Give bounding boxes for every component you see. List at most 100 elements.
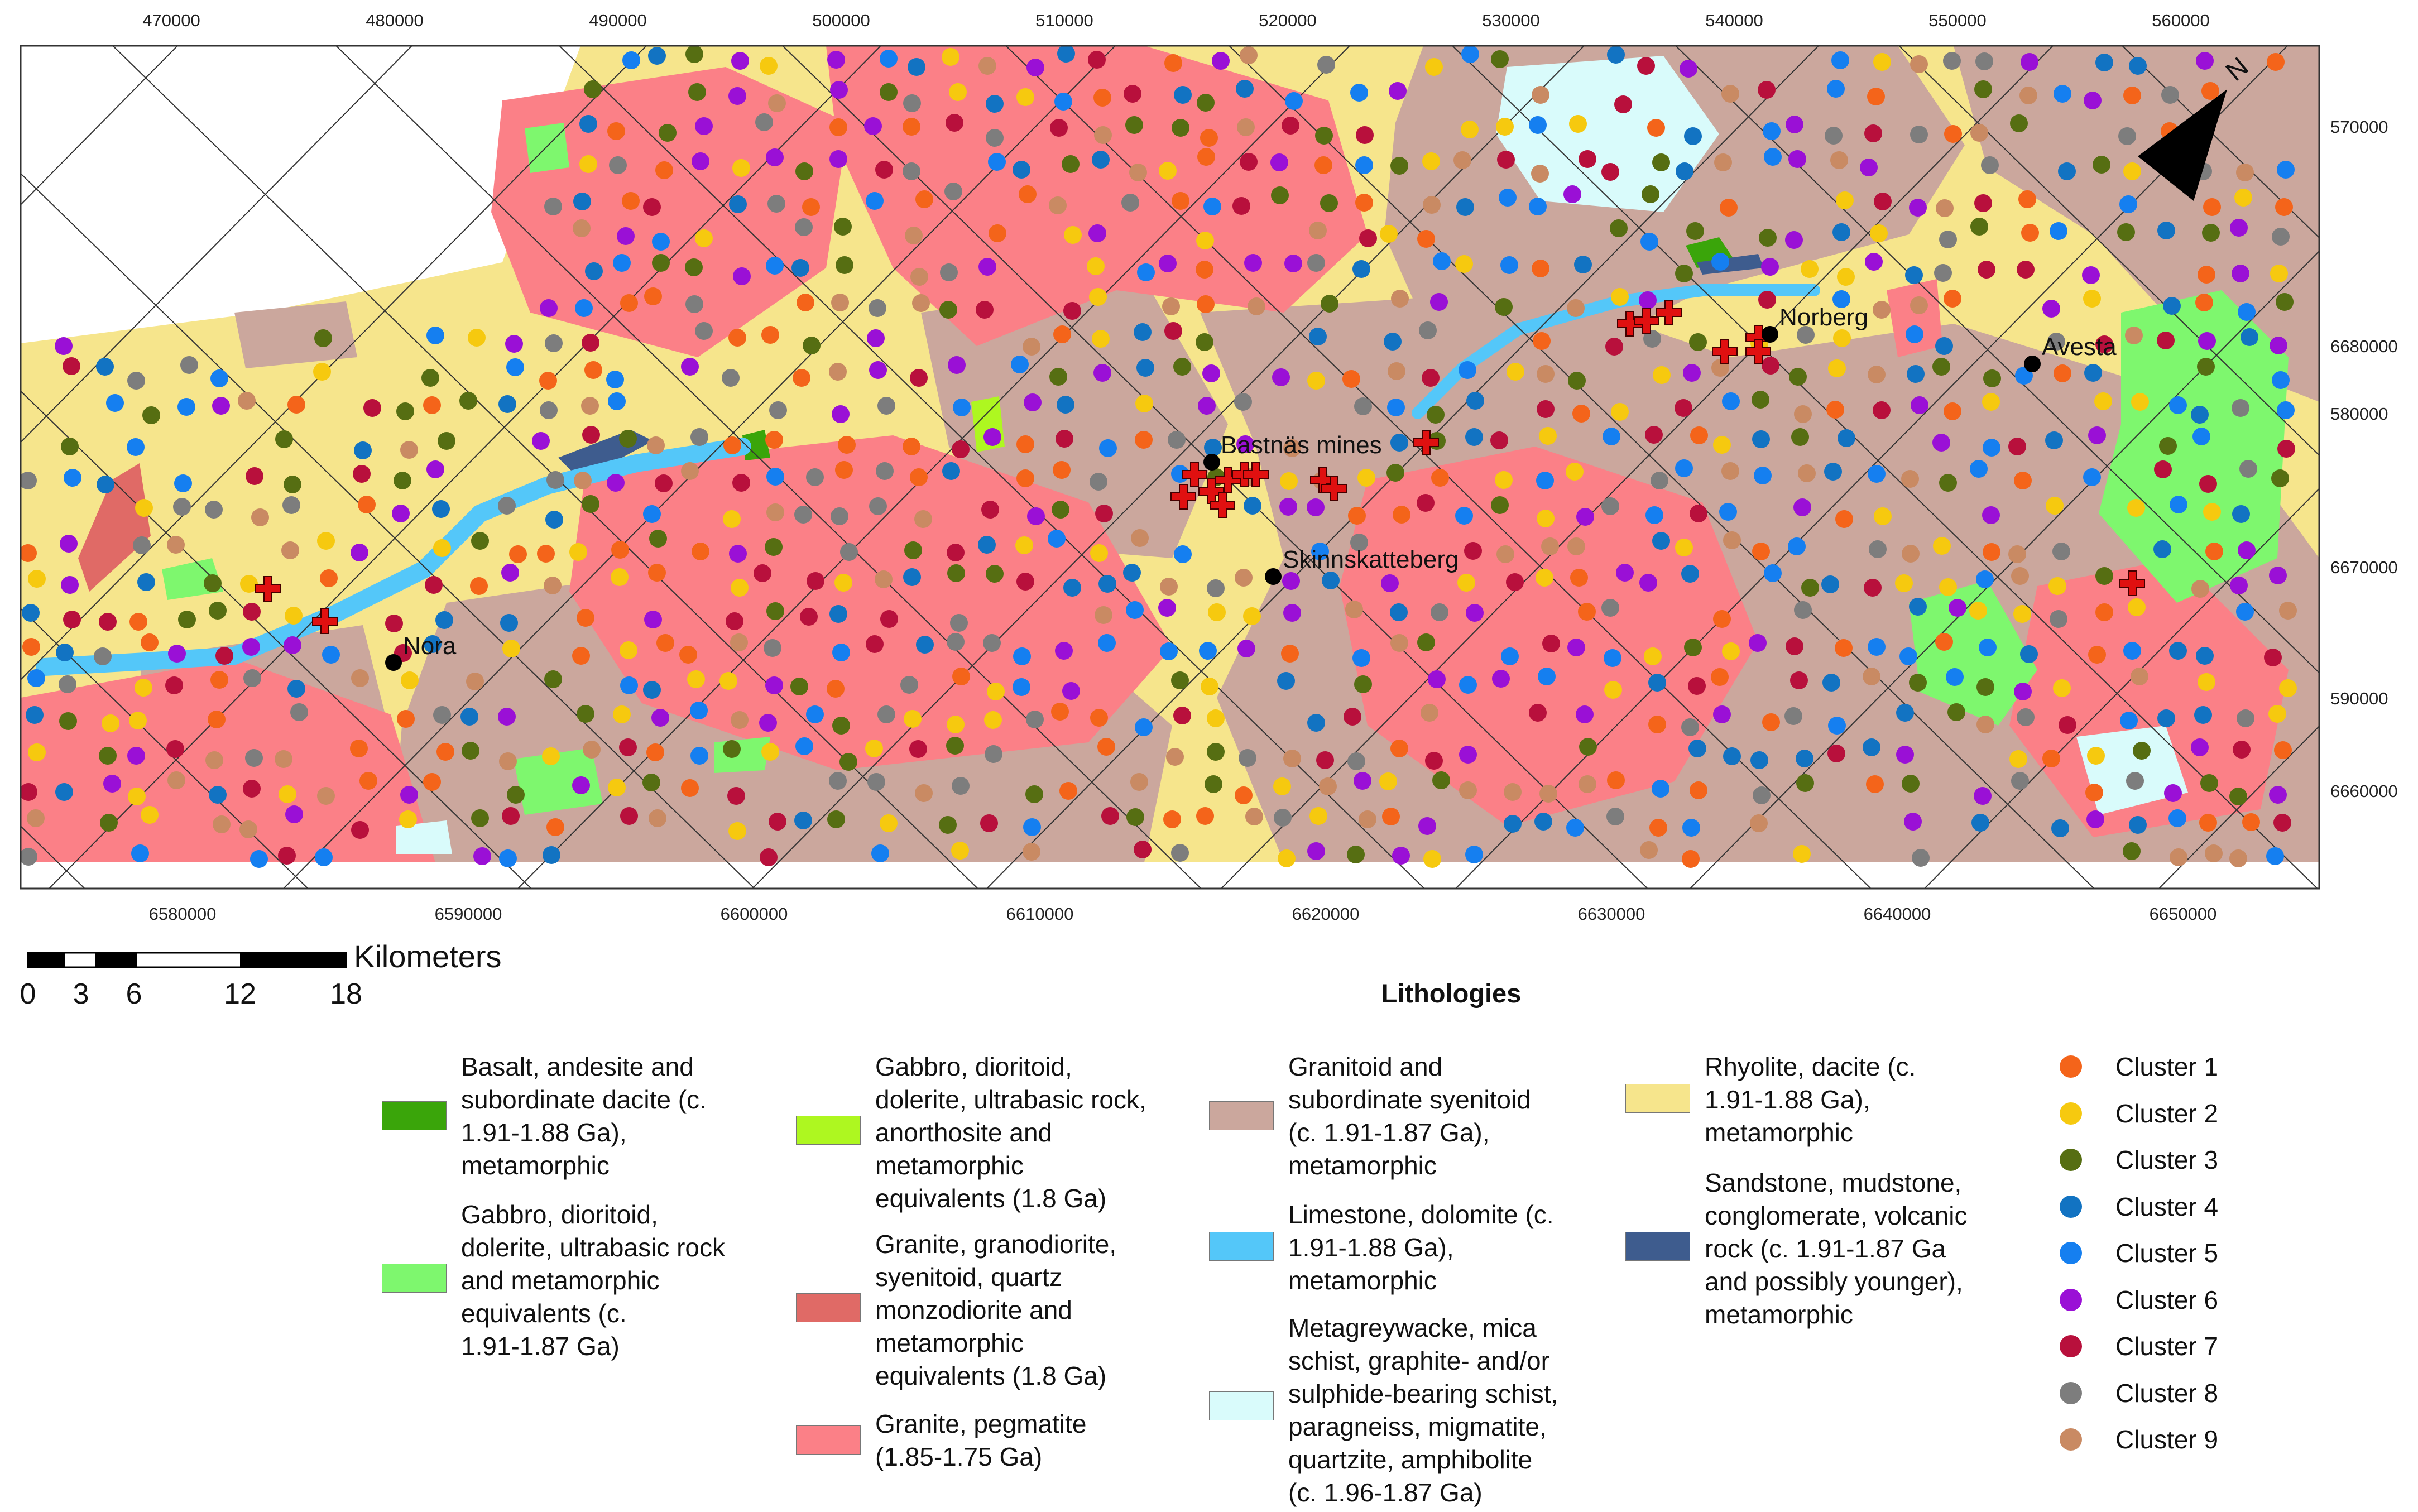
sample-dot [1982, 393, 2000, 411]
sample-dot [606, 371, 624, 388]
sample-dot [1311, 543, 1329, 560]
sample-dot [287, 680, 305, 698]
sample-dot [832, 405, 850, 423]
legend-swatch [1209, 1391, 1274, 1420]
sample-dot [620, 676, 638, 694]
sample-dot [827, 680, 845, 698]
sample-dot [1539, 785, 1557, 803]
sample-dot [642, 774, 660, 791]
sample-dot [794, 812, 812, 829]
sample-dot [2157, 222, 2175, 239]
sample-dot [540, 299, 558, 317]
sample-dot [1686, 222, 1704, 240]
sample-dot [507, 786, 525, 804]
sample-dot [1278, 849, 1296, 867]
sample-dot [1539, 427, 1557, 445]
sample-dot [1713, 436, 1731, 454]
sample-dot [1314, 156, 1332, 174]
sample-dot [875, 570, 893, 588]
sample-dot [939, 301, 957, 319]
sample-dot [506, 358, 524, 376]
sample-dot [1281, 645, 1299, 663]
sample-dot [835, 461, 853, 479]
sample-dot [313, 363, 331, 381]
sample-dot [397, 710, 415, 728]
sample-dot [498, 395, 516, 413]
sample-dot [1764, 148, 1782, 166]
sample-dot [1758, 291, 1776, 309]
sample-dot [1566, 819, 1584, 837]
sample-dot [290, 703, 308, 721]
sample-dot [2059, 716, 2076, 734]
sample-dot [1907, 365, 1925, 383]
sample-dot [1496, 545, 1514, 563]
sample-dot [1909, 674, 1927, 692]
sample-dot [1344, 708, 1361, 726]
sample-dot [1384, 333, 1402, 351]
map-frame-border [20, 45, 2320, 890]
sample-dot [2095, 603, 2113, 621]
sample-dot [1062, 155, 1080, 173]
sample-dot [728, 329, 746, 347]
lithology-limestone-band-east [1412, 284, 1820, 419]
sample-dot [1689, 333, 1707, 351]
sample-dot [695, 117, 713, 135]
sample-dot [1282, 572, 1300, 590]
graticule-line [2389, 45, 2418, 893]
sample-dot [1389, 82, 1407, 100]
sample-dot [22, 638, 40, 656]
sample-dot [353, 465, 371, 483]
sample-dot [1391, 290, 1409, 308]
sample-dot [869, 361, 887, 379]
cluster-dot-icon [2060, 1195, 2082, 1218]
sample-dot [1675, 459, 1693, 477]
sample-dot [2170, 496, 2187, 513]
sample-dot [21, 544, 37, 562]
sample-dot [1457, 574, 1475, 592]
sample-dot [681, 779, 699, 797]
sample-dot [766, 602, 784, 620]
sample-dot [1906, 325, 1923, 343]
sample-dot [2014, 472, 2032, 489]
sample-dot [1101, 807, 1119, 825]
sample-dot [2017, 261, 2035, 279]
sample-dot [942, 48, 959, 66]
legend-swatch [1625, 1232, 1690, 1261]
sample-dot [1652, 780, 1669, 798]
sample-dot [1944, 125, 1962, 143]
sample-dot [2170, 848, 2187, 866]
sample-dot [1713, 705, 1731, 723]
sample-dot [1653, 366, 1671, 384]
sample-dot [251, 508, 269, 526]
sample-dot [2198, 673, 2215, 691]
sample-dot [1465, 846, 1483, 863]
town-label-nora: Nora [403, 632, 457, 660]
sample-dot [866, 635, 884, 653]
sample-dot [1568, 372, 1586, 390]
sample-dot [1208, 603, 1226, 621]
sample-dot [766, 148, 784, 166]
sample-dot [648, 564, 666, 582]
sample-dot [285, 805, 303, 823]
sample-dot [2129, 816, 2147, 834]
sample-dot [1675, 539, 1693, 556]
sample-dot [1097, 738, 1115, 756]
sample-dot [436, 743, 454, 761]
sample-dot [681, 462, 699, 480]
sample-dot [1459, 361, 1476, 379]
sample-dot [695, 322, 713, 340]
scale-tick-label: 6 [126, 978, 142, 1010]
sample-dot [1532, 86, 1549, 104]
sample-dot [950, 614, 968, 632]
sample-dot [239, 820, 257, 838]
sample-dot [2053, 679, 2071, 697]
sample-dot [730, 633, 748, 651]
sample-dot [2266, 847, 2284, 865]
sample-dot [1164, 322, 1182, 340]
sample-dot [695, 229, 713, 247]
sample-dot [727, 787, 745, 805]
sample-dot [656, 634, 674, 652]
graticule-line [2158, 725, 2319, 889]
sample-dot [2279, 602, 2297, 620]
sample-dot [2238, 541, 2256, 559]
